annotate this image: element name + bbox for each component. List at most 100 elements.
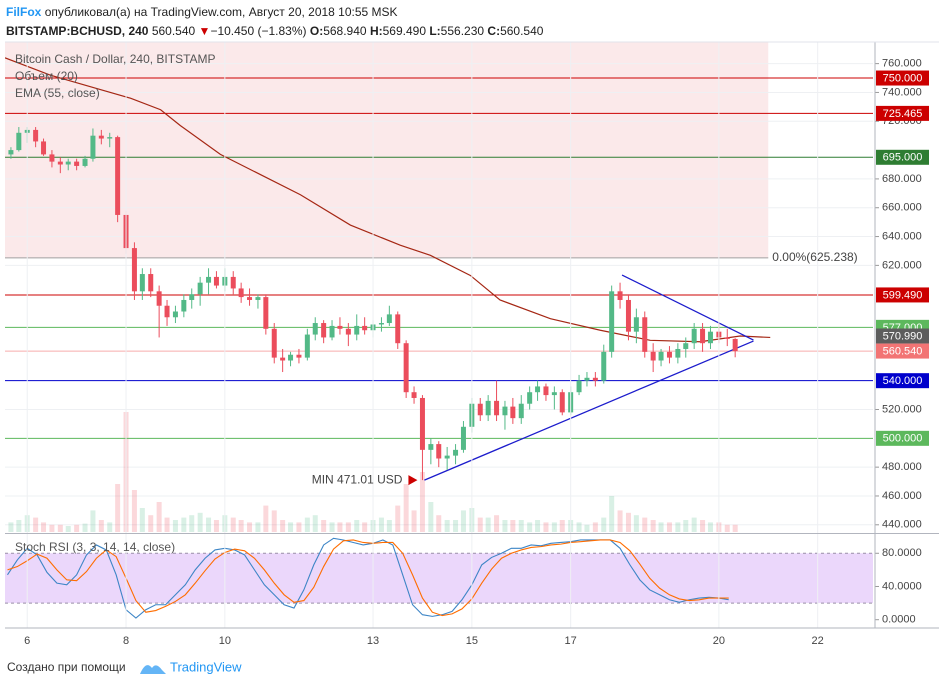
volume-bar xyxy=(460,510,466,532)
main-pane xyxy=(5,42,873,532)
candle-body xyxy=(354,325,360,335)
change-arrow: ▼ xyxy=(198,24,211,38)
volume-bar xyxy=(666,522,672,532)
y-tick-label: 520.000 xyxy=(882,403,922,415)
volume-bar xyxy=(90,510,96,532)
volume-bar xyxy=(650,520,656,532)
published: опубликовал(а) на TradingView.com, Авгус… xyxy=(44,5,398,19)
volume-bar xyxy=(535,520,541,532)
candle-body xyxy=(444,455,450,459)
x-tick-label: 20 xyxy=(713,635,725,647)
volume-bar xyxy=(609,496,615,532)
candle-body xyxy=(206,276,212,283)
volume-bar xyxy=(280,520,286,532)
candle-body xyxy=(386,314,392,324)
candle-body xyxy=(33,129,39,142)
publish-line: FilFox опубликовал(а) на TradingView.com… xyxy=(6,3,543,22)
level-label: 500.000 xyxy=(883,433,923,445)
brand-logo xyxy=(140,665,166,674)
candle-body xyxy=(107,137,113,139)
candle-body xyxy=(271,328,277,358)
ohlc-value: 568.940 xyxy=(323,24,367,38)
candle-body xyxy=(477,403,483,416)
candle-body xyxy=(584,377,590,381)
candle-body xyxy=(633,317,639,332)
candle-body xyxy=(57,161,63,165)
candle-body xyxy=(181,299,187,312)
annotation-arrow xyxy=(408,475,418,486)
annotation: MIN 471.01 USD xyxy=(312,472,403,486)
candle-body xyxy=(296,354,302,358)
volume-bar xyxy=(551,522,557,532)
level-label: 599.490 xyxy=(883,289,923,301)
volume-bar xyxy=(675,522,681,532)
stoch-line xyxy=(7,539,729,617)
volume-bar xyxy=(617,510,623,532)
volume-bar xyxy=(576,522,582,532)
candle-body xyxy=(724,337,730,339)
legend-entry: EMA (55, close) xyxy=(15,86,100,100)
volume-bar xyxy=(238,520,244,532)
volume-bar xyxy=(139,508,145,532)
volume-bar xyxy=(428,502,434,532)
volume-bar xyxy=(148,515,154,532)
candle-body xyxy=(666,351,672,358)
volume-bar xyxy=(724,524,730,532)
candle-body xyxy=(732,338,738,352)
volume-bar xyxy=(131,490,137,532)
volume-bar xyxy=(362,522,368,532)
candle-body xyxy=(551,392,557,396)
candle-body xyxy=(642,317,648,352)
candle-body xyxy=(378,323,384,325)
volume-bar xyxy=(16,520,22,532)
candle-body xyxy=(460,426,466,450)
candle-body xyxy=(403,343,409,393)
brand-link[interactable]: TradingView xyxy=(170,659,242,674)
candle-body xyxy=(74,161,80,166)
candle-body xyxy=(609,291,615,352)
volume-bar xyxy=(683,520,689,532)
level-label: 725.465 xyxy=(883,108,923,120)
candle-body xyxy=(337,325,343,329)
volume-bar xyxy=(444,520,450,532)
volume-bar xyxy=(658,522,664,532)
candle-body xyxy=(683,343,689,349)
candle-body xyxy=(592,377,598,381)
author[interactable]: FilFox xyxy=(6,5,42,19)
y-tick-label: 0.0000 xyxy=(882,614,916,626)
candle-body xyxy=(82,158,88,166)
y-tick-label: 740.000 xyxy=(882,86,922,98)
level-box xyxy=(876,70,929,86)
ohlc-key: H: xyxy=(369,24,383,38)
volume-bar xyxy=(197,512,203,532)
fib-label: 0.00%(625.238) xyxy=(772,250,857,264)
volume-bar xyxy=(288,522,294,532)
volume-bar xyxy=(403,484,409,532)
candle-body xyxy=(617,291,623,300)
volume-bar xyxy=(559,520,565,532)
volume-bar xyxy=(584,524,590,532)
volume-bar xyxy=(312,515,318,532)
volume-bar xyxy=(164,517,170,532)
volume-bar xyxy=(691,517,697,532)
candle-body xyxy=(453,449,459,456)
candle-body xyxy=(707,331,713,344)
level-box xyxy=(876,430,929,446)
candle-body xyxy=(527,392,533,404)
volume-bar xyxy=(213,520,219,532)
x-tick-label: 15 xyxy=(466,635,478,647)
volume-bar xyxy=(502,520,508,532)
candle-body xyxy=(213,276,219,286)
candle-body xyxy=(329,325,335,338)
x-tick-label: 10 xyxy=(219,635,231,647)
y-tick-label: 80.0000 xyxy=(882,547,922,559)
volume-bar xyxy=(107,522,113,532)
candle-body xyxy=(156,291,162,306)
y-tick-label: 760.000 xyxy=(882,58,922,70)
candle-body xyxy=(16,132,22,151)
volume-bar xyxy=(485,517,491,532)
candle-body xyxy=(510,406,516,419)
volume-bar xyxy=(255,522,261,532)
change: −10.450 (−1.83%) xyxy=(210,24,307,38)
candle-body xyxy=(691,328,697,344)
